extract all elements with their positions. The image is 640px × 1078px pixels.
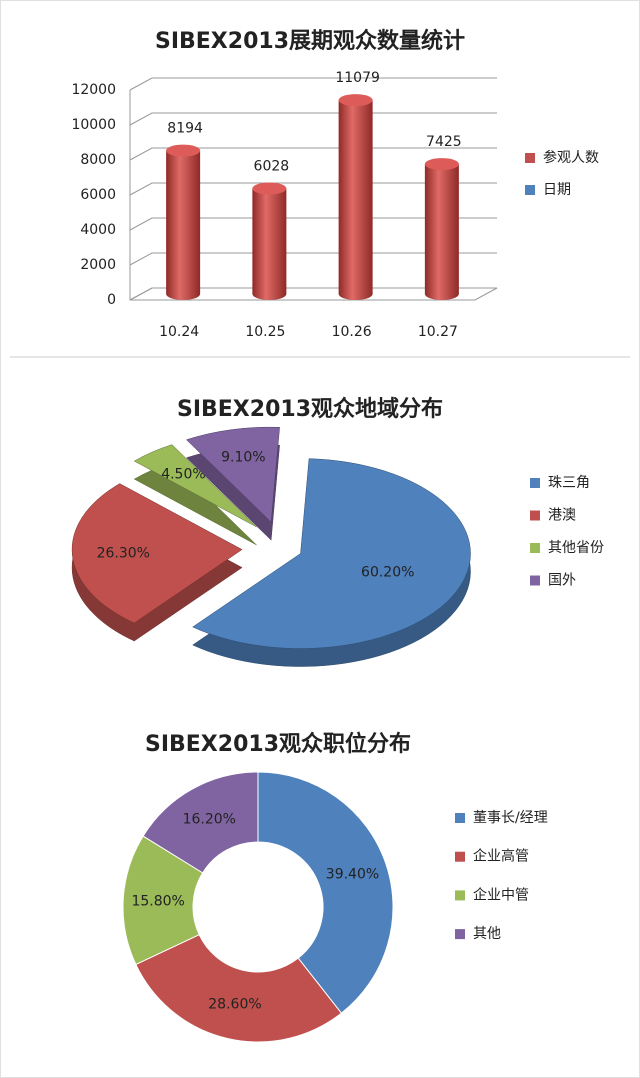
x-tick-label: 10.27 — [418, 324, 458, 340]
legend-label: 其他 — [473, 926, 501, 942]
x-tick-label: 10.26 — [332, 324, 372, 340]
y-tick-label: 8000 — [80, 152, 116, 168]
pie-slice — [133, 444, 257, 546]
x-tick-label: 10.25 — [245, 324, 285, 340]
legend-label: 企业中管 — [473, 886, 529, 903]
value-label: 39.40% — [326, 866, 379, 882]
chart-title: SIBEX2013展期观众数量统计 — [155, 28, 465, 54]
legend-label: 董事长/经理 — [473, 810, 548, 826]
legend-label: 其他省份 — [548, 540, 604, 556]
legend-swatch — [530, 478, 540, 488]
legend-swatch — [525, 185, 535, 195]
y-tick-label: 0 — [107, 292, 116, 308]
bar — [252, 182, 287, 300]
legend-label: 企业高管 — [473, 848, 529, 865]
legend-label: 参观人数 — [543, 149, 599, 166]
pie-slice — [192, 458, 471, 667]
legend-swatch — [530, 575, 540, 586]
pie-slice — [186, 426, 280, 541]
bar — [338, 94, 373, 301]
legend-label: 日期 — [543, 182, 571, 198]
legend-swatch — [455, 851, 465, 862]
pie-slice — [71, 483, 243, 642]
y-tick-label: 2000 — [80, 257, 116, 273]
y-tick-label: 6000 — [80, 187, 116, 203]
value-label: 4.50% — [161, 467, 205, 483]
legend-swatch — [525, 153, 535, 163]
y-tick-label: 4000 — [80, 222, 116, 238]
grid-line — [129, 217, 497, 231]
y-tick-label: 10000 — [71, 117, 116, 133]
grid-line — [129, 112, 497, 126]
grid-line — [129, 252, 497, 266]
bar — [424, 158, 459, 300]
legend-swatch — [455, 929, 465, 940]
grid-line — [129, 287, 497, 301]
y-tick-label: 12000 — [71, 82, 116, 98]
legend-swatch — [530, 510, 540, 521]
value-label: 8194 — [167, 121, 203, 137]
value-label: 11079 — [335, 70, 380, 86]
x-tick-label: 10.24 — [159, 324, 199, 340]
grid-line — [129, 147, 497, 161]
legend-label: 珠三角 — [548, 475, 590, 491]
bar — [166, 144, 201, 300]
legend-label: 国外 — [548, 573, 576, 589]
donut-slice — [142, 771, 259, 874]
legend-swatch — [455, 890, 465, 901]
donut-slice — [257, 771, 394, 1014]
value-label: 9.10% — [221, 449, 265, 465]
chart-title: SIBEX2013观众地域分布 — [177, 396, 443, 422]
value-label: 15.80% — [131, 893, 184, 909]
value-label: 16.20% — [183, 812, 236, 828]
grid-line — [129, 182, 497, 196]
value-label: 7425 — [426, 134, 462, 150]
value-label: 26.30% — [97, 545, 150, 561]
legend-swatch — [530, 543, 540, 553]
value-label: 6028 — [254, 159, 290, 175]
legend-swatch — [455, 813, 465, 823]
value-label: 60.20% — [361, 564, 414, 580]
grid-line — [129, 77, 497, 91]
legend-label: 港澳 — [548, 508, 576, 524]
donut-slice — [135, 934, 343, 1043]
chart-title: SIBEX2013观众职位分布 — [145, 731, 411, 757]
value-label: 28.60% — [208, 996, 261, 1012]
